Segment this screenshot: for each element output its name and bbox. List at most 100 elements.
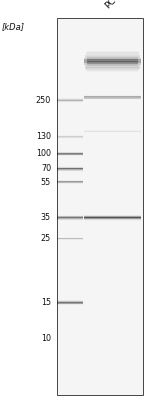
Bar (57, 98, 82, 99)
Bar (57, 136, 82, 137)
Bar (57, 171, 82, 172)
Bar (57, 135, 82, 136)
Bar (57, 102, 82, 103)
Bar (84, 219, 141, 220)
Text: 15: 15 (41, 298, 51, 307)
Bar (57, 180, 82, 181)
Bar (84, 216, 141, 217)
Bar (87, 71, 138, 72)
Bar (57, 98, 82, 99)
Bar (86, 52, 139, 53)
Bar (87, 57, 138, 58)
Bar (57, 151, 82, 152)
Bar (57, 152, 82, 153)
Bar (84, 62, 141, 63)
Bar (57, 155, 82, 156)
Bar (84, 220, 141, 221)
Text: 250: 250 (36, 96, 51, 105)
Bar (87, 64, 138, 65)
Bar (85, 65, 140, 66)
Bar (87, 68, 138, 69)
Bar (57, 167, 82, 168)
Bar (57, 101, 82, 102)
Bar (57, 182, 82, 183)
Bar (57, 182, 82, 183)
Bar (57, 302, 82, 303)
Bar (87, 59, 138, 60)
Text: 130: 130 (36, 132, 51, 141)
Bar (84, 217, 141, 218)
Bar (84, 64, 141, 65)
Bar (84, 96, 141, 97)
Bar (57, 219, 82, 220)
Bar (57, 138, 82, 139)
Bar (86, 70, 139, 71)
Bar (57, 215, 82, 216)
Bar (86, 69, 139, 70)
Bar (84, 58, 141, 59)
Bar (57, 152, 82, 153)
Bar (84, 61, 141, 62)
Bar (57, 300, 82, 301)
Bar (57, 18, 142, 395)
Bar (84, 60, 141, 61)
Text: 100: 100 (36, 149, 51, 158)
Bar (85, 67, 140, 68)
Bar (85, 57, 140, 58)
Bar (87, 51, 138, 52)
Bar (84, 98, 141, 99)
Bar (57, 303, 82, 304)
Bar (57, 304, 82, 305)
Bar (57, 166, 82, 167)
Text: PC-3: PC-3 (103, 0, 124, 10)
Bar (84, 220, 141, 221)
Bar (57, 100, 82, 101)
Bar (57, 168, 82, 169)
Bar (85, 55, 140, 56)
Text: 70: 70 (41, 164, 51, 173)
Bar (85, 55, 140, 56)
Bar (57, 301, 82, 302)
Bar (84, 59, 141, 60)
Bar (87, 65, 138, 66)
Bar (57, 216, 82, 217)
Bar (86, 53, 139, 54)
Bar (57, 166, 82, 167)
Bar (86, 54, 139, 55)
Bar (57, 220, 82, 221)
Bar (84, 59, 141, 60)
Bar (57, 137, 82, 138)
Bar (85, 57, 140, 58)
Bar (57, 136, 82, 137)
Bar (85, 56, 140, 57)
Bar (85, 66, 140, 67)
Bar (57, 180, 82, 181)
Bar (84, 216, 141, 217)
Text: 10: 10 (41, 334, 51, 343)
Bar (86, 68, 139, 69)
Bar (57, 99, 82, 100)
Bar (86, 69, 139, 70)
Bar (57, 183, 82, 184)
Bar (86, 53, 139, 54)
Bar (87, 69, 138, 70)
Bar (84, 97, 141, 98)
Bar (57, 218, 82, 219)
Bar (84, 99, 141, 100)
Bar (84, 95, 141, 96)
Bar (57, 154, 82, 155)
Bar (57, 151, 82, 152)
Bar (57, 100, 82, 101)
Bar (57, 170, 82, 171)
Text: [kDa]: [kDa] (2, 22, 24, 31)
Bar (84, 62, 141, 63)
Bar (86, 52, 139, 53)
Bar (84, 95, 141, 96)
Bar (84, 63, 141, 64)
Bar (84, 60, 141, 61)
Bar (57, 101, 82, 102)
Bar (57, 181, 82, 182)
Bar (57, 169, 82, 170)
Bar (57, 181, 82, 182)
Bar (57, 154, 82, 155)
